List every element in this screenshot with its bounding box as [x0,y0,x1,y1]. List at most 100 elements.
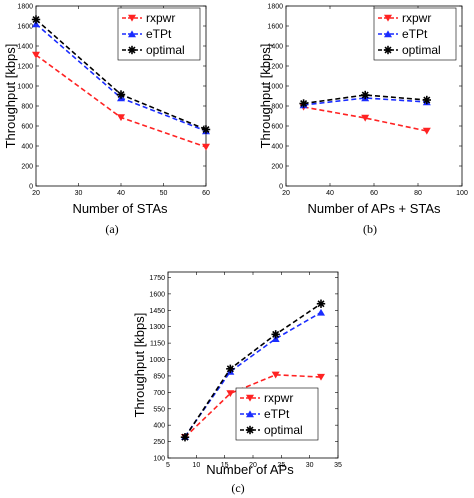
y-tick-label: 600 [21,124,33,131]
point-optimal [361,90,370,100]
y-tick-label: 200 [271,164,283,171]
point-rxpwr [317,373,325,381]
x-tick-label: 35 [334,462,342,469]
legend-label-eTPt: eTPt [146,27,172,41]
y-tick-label: 1600 [17,24,33,31]
point-eTPt [317,308,325,316]
subfigure-caption: (a) [105,222,118,236]
point-rxpwr [202,143,210,151]
x-tick-label: 60 [202,190,210,197]
legend-label-eTPt: eTPt [264,407,290,421]
y-tick-label: 600 [271,124,283,131]
legend-label-rxpwr: rxpwr [146,11,175,25]
y-tick-label: 1000 [17,84,33,91]
point-rxpwr [32,51,40,59]
x-tick-label: 25 [277,462,285,469]
legend-label-rxpwr: rxpwr [402,11,431,25]
y-tick-label: 1400 [17,44,33,51]
y-tick-label: 1200 [17,64,33,71]
legend-marker-eTPt [384,30,392,38]
point-optimal [226,364,235,374]
y-tick-label: 800 [21,104,33,111]
x-tick-label: 20 [249,462,257,469]
x-axis-label: Number of APs [206,462,294,477]
legend-marker-optimal [127,45,137,55]
y-tick-label: 250 [153,439,165,446]
y-tick-label: 200 [21,164,33,171]
x-tick-label: 80 [414,190,422,197]
x-axis-label: Number of APs + STAs [307,201,441,216]
x-tick-label: 10 [192,462,200,469]
series-line-rxpwr [303,106,427,132]
y-tick-label: 1000 [149,357,165,364]
x-tick-label: 50 [160,190,168,197]
legend: rxpwr eTPt optimal [373,7,457,61]
x-tick-label: 30 [306,462,314,469]
y-tick-label: 1150 [150,341,165,348]
y-tick-label: 1450 [149,308,165,315]
point-optimal [116,90,126,99]
legend-label-optimal: optimal [402,43,441,57]
point-optimal [271,330,280,339]
legend-marker-rxpwr [128,14,136,22]
series-line-optimal [184,303,322,438]
y-tick-label: 700 [153,390,165,397]
y-tick-label: 1400 [267,44,283,51]
y-tick-label: 1600 [267,24,283,31]
x-tick-label: 60 [370,190,378,197]
x-tick-label: 15 [221,462,229,469]
point-rxpwr [117,114,125,122]
series-line-eTPt [303,97,427,106]
point-optimal [31,15,41,24]
legend-label-eTPt: eTPt [402,27,428,41]
point-optimal [299,99,308,108]
point-eTPt [32,20,40,28]
point-rxpwr [226,390,235,398]
point-optimal [422,95,431,105]
y-tick-label: 100 [153,456,165,463]
y-tick-label: 1300 [149,324,165,331]
y-tick-label: 1800 [17,4,33,11]
legend-marker-optimal [383,45,393,55]
y-axis-label: Throughput [kbps] [258,44,273,149]
series-line-optimal [303,94,427,105]
y-tick-label: 400 [21,144,33,151]
legend-label-rxpwr: rxpwr [264,391,293,405]
x-tick-label: 20 [282,190,290,197]
x-tick-label: 100 [456,190,468,197]
y-tick-label: 400 [271,144,283,151]
legend-marker-rxpwr [246,394,254,402]
y-tick-label: 850 [153,373,165,380]
y-axis-label: Throughput [kbps] [3,44,18,149]
chart-3: 5 10 15 20 25 30 35 100 250 400 550 700 850 1000 1150 1… [132,271,342,495]
chart-2: 20 40 60 80 10002004006008001000120014001600… [258,4,468,237]
x-tick-label: 30 [75,190,83,197]
point-rxpwr [422,127,431,135]
y-tick-label: 800 [271,104,283,111]
point-rxpwr [361,114,370,122]
legend-label-optimal: optimal [264,423,303,437]
x-axis-label: Number of STAs [72,201,168,216]
x-tick-label: 20 [32,190,40,197]
y-tick-label: 1600 [149,291,165,298]
y-axis-label: Throughput [kbps] [132,313,147,418]
x-tick-label: 40 [117,190,125,197]
legend-label-optimal: optimal [146,43,185,57]
x-tick-label: 5 [166,462,170,469]
y-tick-label: 0 [29,184,33,191]
chart-1: 20 30 40 50 60020040060080010001200140016001… [3,4,211,236]
x-tick-label: 40 [326,190,334,197]
legend-marker-eTPt [128,30,136,38]
subfigure-caption: (c) [231,481,244,495]
point-optimal [180,433,190,442]
y-tick-label: 1800 [267,4,283,11]
y-tick-label: 1750 [149,275,165,282]
subfigure-caption: (b) [363,222,377,236]
legend: rxpwr eTPt optimal [117,7,201,61]
point-optimal [201,125,211,134]
legend-marker-optimal [245,425,255,435]
point-rxpwr [271,371,280,379]
y-tick-label: 400 [153,423,165,430]
legend-marker-eTPt [246,410,254,418]
